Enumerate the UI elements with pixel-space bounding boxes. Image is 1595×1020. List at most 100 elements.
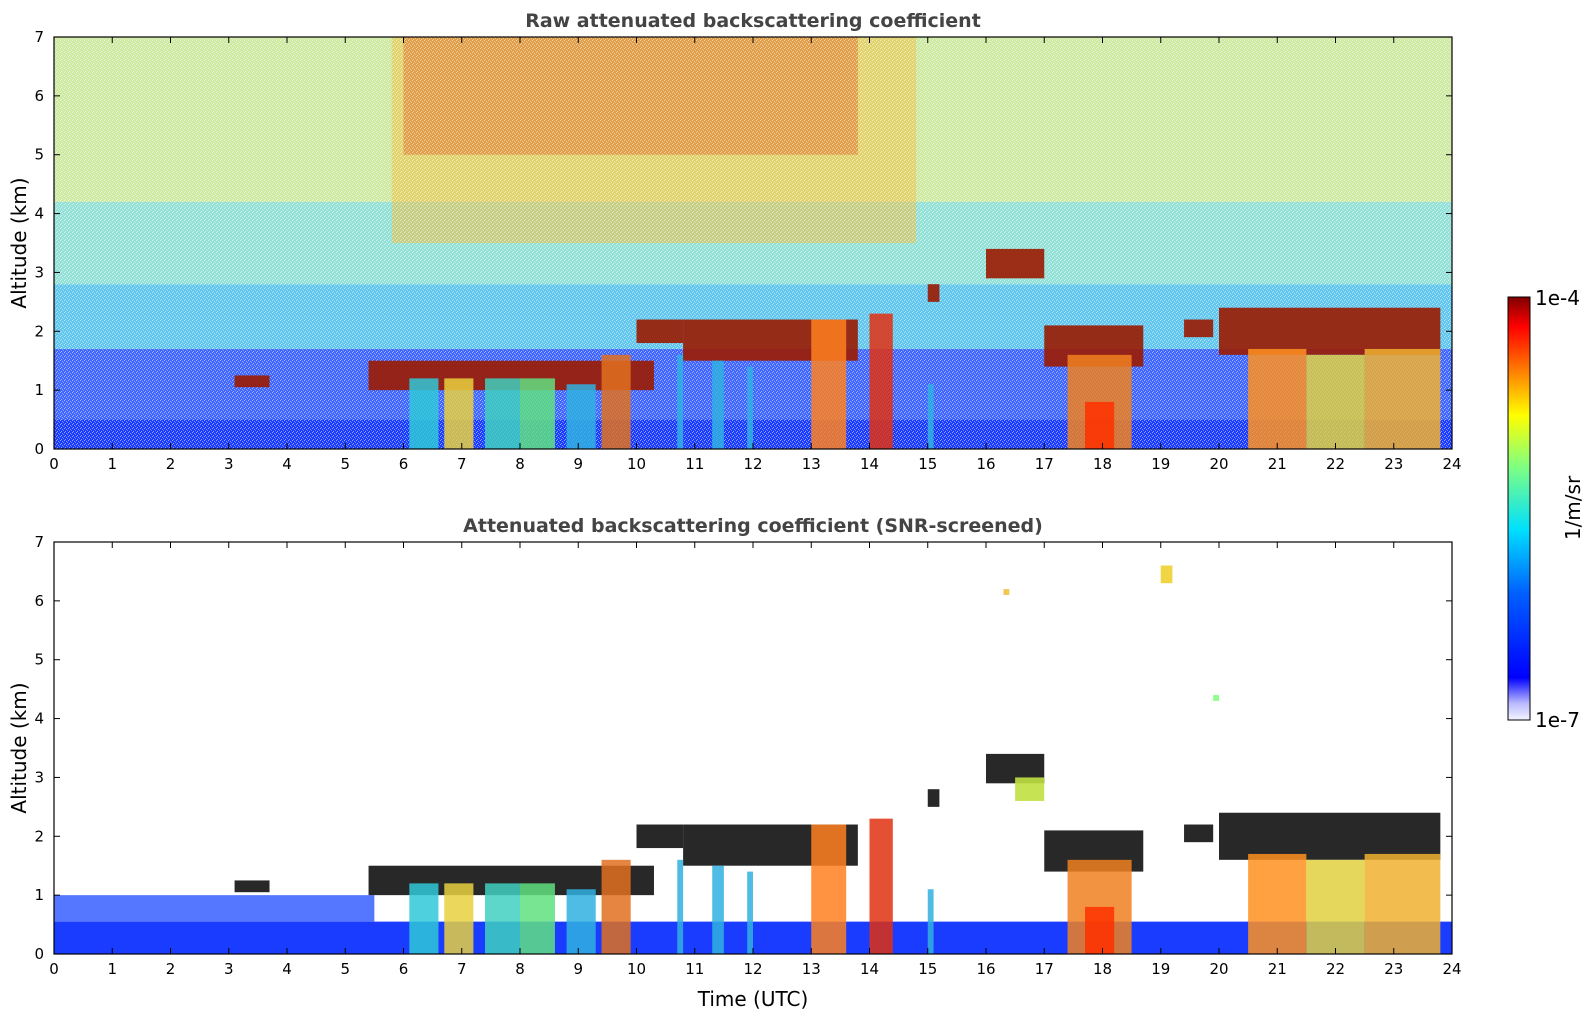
x-tick-label: 9	[573, 960, 583, 978]
cloud-layer	[234, 375, 270, 388]
precip-column	[927, 384, 934, 449]
x-tick-label: 13	[802, 455, 821, 473]
x-tick-label: 0	[49, 960, 59, 978]
x-tick-label: 21	[1268, 960, 1287, 978]
y-tick-label: 5	[34, 146, 44, 164]
x-tick-label: 2	[166, 960, 176, 978]
x-tick-label: 15	[918, 960, 937, 978]
precip-column	[677, 859, 684, 954]
x-tick-label: 4	[282, 960, 292, 978]
screened-y-axis: 0 1 2 3 4 5 6 7	[34, 533, 1452, 963]
x-tick-label: 12	[743, 960, 762, 978]
cloud-layer	[986, 248, 1045, 279]
screened-backscatter-panel: Attenuated backscattering coefficient (S…	[7, 515, 1462, 1011]
precip-column	[1364, 348, 1441, 449]
x-tick-label: 21	[1268, 455, 1287, 473]
raw-x-axis: 0 1 2 3 4 5 6 7 8 9 10 11 12 13 14 15 16 17 18 19 20 21 22 23 24	[49, 37, 1462, 473]
colorbar-min-label: 1e-7	[1535, 708, 1580, 732]
cloud-layer	[636, 824, 684, 849]
x-tick-label: 24	[1442, 960, 1461, 978]
y-tick-label: 2	[34, 827, 44, 845]
y-tick-label: 4	[34, 710, 44, 728]
precip-column	[869, 313, 893, 449]
y-tick-label: 4	[34, 205, 44, 223]
x-tick-label: 6	[399, 960, 409, 978]
precip-column	[1085, 401, 1115, 449]
x-tick-label: 10	[627, 960, 646, 978]
cloud-layer	[1219, 307, 1441, 355]
x-tick-label: 16	[976, 455, 995, 473]
screened-x-axis: 0 1 2 3 4 5 6 7 8 9 10 11 12 13 14 15 16 17 18 19 20 21 22 23 24	[49, 542, 1462, 978]
x-tick-label: 5	[340, 455, 350, 473]
precip-column	[566, 384, 596, 449]
x-tick-label: 5	[340, 960, 350, 978]
cloud-layer	[636, 319, 684, 344]
colorbar-unit-label: 1/m/sr	[1561, 475, 1585, 540]
cloud-layer	[927, 789, 940, 807]
screened-speck	[1015, 777, 1045, 801]
x-tick-label: 20	[1209, 455, 1228, 473]
screened-panel-title: Attenuated backscattering coefficient (S…	[463, 515, 1043, 537]
x-tick-label: 8	[515, 455, 525, 473]
precip-column	[712, 360, 724, 449]
x-tick-label: 19	[1151, 455, 1170, 473]
y-tick-label: 0	[34, 440, 44, 458]
x-tick-label: 15	[918, 455, 937, 473]
y-tick-label: 0	[34, 945, 44, 963]
cloud-layer	[1184, 319, 1214, 338]
x-tick-label: 7	[457, 455, 467, 473]
x-tick-label: 0	[49, 455, 59, 473]
x-tick-label: 2	[166, 455, 176, 473]
precip-column	[869, 818, 893, 954]
x-tick-label: 1	[107, 455, 117, 473]
screened-speck	[1213, 695, 1219, 701]
y-tick-label: 1	[34, 381, 44, 399]
precip-column	[520, 378, 555, 449]
x-tick-label: 8	[515, 960, 525, 978]
x-tick-label: 1	[107, 960, 117, 978]
y-tick-label: 5	[34, 651, 44, 669]
colorbar-gradient	[1507, 296, 1531, 721]
screened-speck	[1003, 589, 1010, 595]
x-tick-label: 7	[457, 960, 467, 978]
precip-column	[1306, 354, 1365, 449]
x-tick-label: 19	[1151, 960, 1170, 978]
precip-column	[677, 354, 684, 449]
precip-column	[712, 865, 724, 954]
precip-column	[409, 378, 439, 449]
precip-column	[601, 859, 631, 954]
x-tick-label: 18	[1093, 455, 1112, 473]
raw-y-axis: 0 1 2 3 4 5 6 7	[34, 28, 1452, 458]
x-axis-label: Time (UTC)	[697, 987, 809, 1011]
precip-column	[1248, 853, 1307, 954]
x-tick-label: 13	[802, 960, 821, 978]
y-tick-label: 6	[34, 87, 44, 105]
x-tick-label: 11	[685, 960, 704, 978]
precip-column	[520, 883, 555, 954]
precip-column	[811, 824, 847, 954]
x-tick-label: 3	[224, 455, 234, 473]
y-tick-label: 3	[34, 768, 44, 786]
precip-column	[566, 889, 596, 954]
precip-column	[485, 378, 520, 449]
precip-column	[747, 871, 753, 954]
x-tick-label: 12	[743, 455, 762, 473]
x-tick-label: 24	[1442, 455, 1461, 473]
x-tick-label: 10	[627, 455, 646, 473]
x-tick-label: 22	[1326, 455, 1345, 473]
y-tick-label: 7	[34, 28, 44, 46]
cloud-layer	[1184, 824, 1214, 843]
x-tick-label: 16	[976, 960, 995, 978]
precip-column	[747, 366, 753, 449]
precip-column	[927, 889, 934, 954]
x-tick-label: 4	[282, 455, 292, 473]
x-tick-label: 20	[1209, 960, 1228, 978]
cloud-layer	[234, 880, 270, 893]
precip-column	[1085, 906, 1115, 954]
cloud-layer	[1219, 812, 1441, 860]
screened-speck	[1160, 565, 1173, 584]
raw-panel-title: Raw attenuated backscattering coefficien…	[525, 10, 981, 32]
precip-column	[1248, 348, 1307, 449]
raw-backscatter-panel: Raw attenuated backscattering coefficien…	[7, 10, 1462, 473]
